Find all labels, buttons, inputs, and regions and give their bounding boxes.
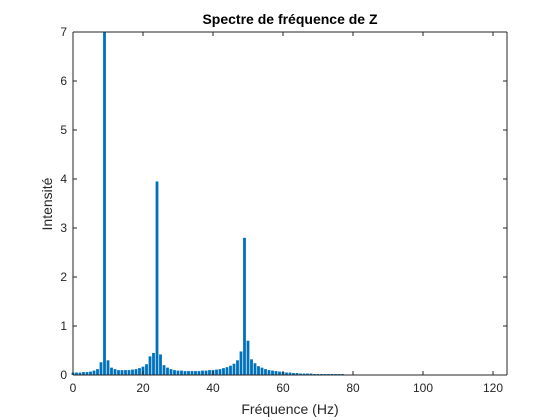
bar (162, 365, 166, 375)
y-tick-label: 2 (60, 270, 67, 284)
y-axis-label: Intensité (39, 177, 55, 230)
bar (232, 363, 236, 375)
bar (159, 354, 162, 375)
bar (274, 371, 278, 375)
bar (267, 370, 271, 375)
bar (288, 372, 292, 375)
bar (260, 367, 264, 375)
bar (75, 372, 78, 375)
bar (271, 370, 274, 375)
bar (183, 371, 187, 375)
bar (225, 367, 229, 375)
bar (141, 366, 145, 375)
x-tick-label: 80 (346, 381, 360, 395)
bar (201, 370, 204, 375)
x-tick-label: 0 (70, 381, 77, 395)
bar (253, 363, 257, 375)
bar (99, 362, 103, 375)
bar (292, 373, 295, 375)
x-tick-label: 60 (276, 381, 290, 395)
bar (299, 373, 302, 375)
bar (103, 32, 106, 375)
bar (187, 371, 190, 375)
bar (110, 367, 113, 375)
bar (138, 368, 141, 375)
bar (117, 370, 120, 375)
x-ticks-group: 0 20 40 60 80 100 120 (70, 32, 503, 395)
bar (264, 369, 267, 375)
bar (278, 371, 281, 375)
bar (120, 370, 124, 375)
bar (148, 356, 152, 375)
x-axis-label: Fréquence (Hz) (241, 401, 338, 417)
bar (145, 364, 148, 375)
bar (85, 372, 89, 375)
bar (134, 369, 138, 375)
bar (176, 370, 180, 375)
bar (295, 373, 299, 375)
bar (229, 365, 232, 375)
bar (250, 359, 253, 375)
bar (218, 369, 222, 375)
bar (197, 371, 201, 375)
bar (257, 366, 260, 375)
y-ticks-group: 0 1 2 3 4 5 6 7 (60, 25, 507, 382)
bar (208, 370, 211, 375)
y-tick-label: 1 (60, 319, 67, 333)
bar (173, 370, 176, 375)
chart-title: Spectre de fréquence de Z (202, 11, 378, 27)
bar (194, 371, 197, 375)
bar (306, 373, 309, 375)
bar (113, 369, 117, 375)
y-tick-label: 7 (60, 25, 67, 39)
y-tick-label: 4 (60, 172, 67, 186)
y-tick-label: 3 (60, 221, 67, 235)
bar (131, 369, 134, 375)
bar (243, 237, 246, 375)
bar (92, 370, 96, 375)
bar (96, 369, 99, 375)
bar (215, 369, 218, 375)
bar (152, 352, 155, 375)
y-tick-label: 6 (60, 74, 67, 88)
bar (78, 372, 82, 375)
bar (204, 370, 208, 375)
plot-area (73, 32, 507, 375)
bar (190, 371, 194, 375)
y-tick-label: 5 (60, 123, 67, 137)
y-tick-label: 0 (60, 368, 67, 382)
bar (155, 181, 159, 375)
bar (302, 373, 306, 375)
bar (309, 373, 313, 375)
x-tick-label: 40 (206, 381, 220, 395)
bar (222, 368, 225, 375)
bar (89, 371, 92, 375)
bar (180, 370, 183, 375)
bar (246, 340, 250, 375)
bar (239, 351, 243, 375)
bar (124, 370, 127, 375)
bar (106, 360, 110, 375)
bar (285, 372, 288, 375)
bar (127, 370, 131, 375)
x-tick-label: 100 (413, 381, 433, 395)
bar (236, 360, 239, 375)
axes-group (72, 31, 508, 376)
x-tick-label: 20 (136, 381, 150, 395)
bar (82, 372, 85, 375)
x-tick-label: 120 (483, 381, 503, 395)
bar (169, 369, 173, 375)
bar (166, 367, 169, 375)
